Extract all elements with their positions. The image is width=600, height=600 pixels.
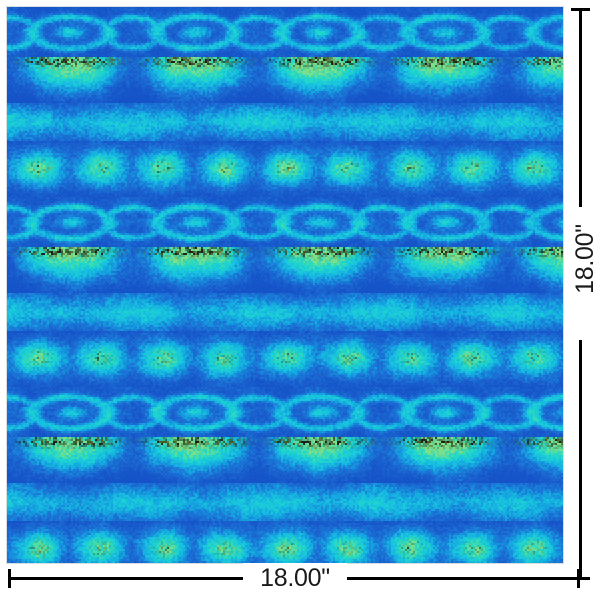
height-dimension-cap-top (571, 8, 590, 11)
width-dimension-line-right (346, 577, 580, 580)
height-dimension-cap-bottom (571, 577, 590, 580)
height-dimension-line-top (579, 10, 582, 256)
width-dimension-line-left (8, 577, 244, 580)
swatch-texture-image[interactable] (7, 7, 563, 563)
swatch-image-frame[interactable] (6, 6, 564, 564)
width-dimension-cap-left (8, 569, 11, 588)
width-dimension-label: 18.00" (243, 563, 347, 593)
height-dimension-line-bottom (579, 340, 582, 578)
height-dimension-label: 18.00" (570, 207, 600, 311)
